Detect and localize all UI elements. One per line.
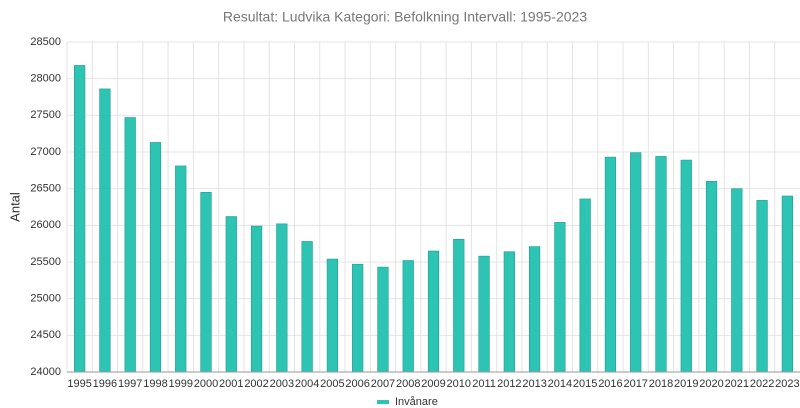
y-tick-label: 24000	[30, 366, 61, 378]
x-tick-label: 2001	[219, 378, 243, 390]
x-tick-label: 1995	[67, 378, 91, 390]
x-tick-label: 2007	[371, 378, 395, 390]
y-tick-label: 24500	[30, 329, 61, 341]
x-tick-label: 2021	[725, 378, 749, 390]
x-tick-label: 1998	[143, 378, 167, 390]
legend-label: Invånare	[395, 396, 438, 408]
bar	[731, 188, 743, 373]
y-axis-title: Antal	[7, 192, 22, 222]
x-tick-label: 2023	[775, 378, 799, 390]
x-tick-label: 2002	[244, 378, 268, 390]
x-tick-label: 1997	[118, 378, 142, 390]
bar	[781, 195, 793, 373]
bar	[377, 266, 389, 373]
bar	[680, 159, 692, 373]
bar	[655, 156, 667, 373]
bar	[225, 216, 237, 373]
bar	[478, 255, 490, 373]
x-tick-label: 2016	[598, 378, 622, 390]
x-tick-label: 2003	[270, 378, 294, 390]
y-tick-label: 28000	[30, 73, 61, 85]
y-tick-label: 27000	[30, 146, 61, 158]
bar	[503, 251, 515, 373]
x-tick-label: 2014	[548, 378, 572, 390]
x-tick-label: 2000	[194, 378, 218, 390]
bar	[756, 200, 768, 373]
x-tick-label: 2012	[497, 378, 521, 390]
bar	[301, 241, 313, 373]
x-tick-label: 1999	[168, 378, 192, 390]
x-tick-label: 2005	[320, 378, 344, 390]
bar	[528, 246, 541, 373]
x-tick-label: 1996	[93, 378, 117, 390]
bar	[124, 117, 136, 373]
x-tick-label: 2006	[345, 378, 369, 390]
bar	[630, 152, 642, 373]
x-tick-label: 2018	[649, 378, 673, 390]
bar	[326, 258, 339, 373]
x-tick-label: 2019	[674, 378, 698, 390]
bar	[250, 225, 263, 373]
y-tick-label: 25000	[30, 293, 61, 305]
bar	[149, 142, 162, 373]
x-tick-label: 2015	[573, 378, 597, 390]
bar	[453, 238, 465, 373]
bar	[705, 181, 718, 373]
x-tick-label: 2009	[421, 378, 445, 390]
bar	[99, 88, 111, 373]
bar	[402, 260, 414, 373]
bar	[200, 192, 212, 373]
y-tick-label: 26000	[30, 219, 61, 231]
bar	[554, 222, 566, 373]
bar	[604, 156, 617, 373]
x-tick-label: 2013	[522, 378, 546, 390]
y-tick-label: 26500	[30, 183, 61, 195]
x-tick-label: 2017	[623, 378, 647, 390]
x-tick-label: 2010	[447, 378, 471, 390]
bar	[74, 65, 86, 373]
bar	[427, 250, 440, 373]
y-tick-label: 27500	[30, 109, 61, 121]
x-tick-label: 2020	[699, 378, 723, 390]
y-tick-label: 28500	[30, 36, 61, 48]
x-tick-label: 2004	[295, 378, 319, 390]
x-tick-label: 2008	[396, 378, 420, 390]
bar	[352, 263, 364, 373]
bar	[579, 198, 591, 373]
bar	[175, 165, 187, 373]
x-tick-label: 2011	[472, 378, 496, 390]
y-tick-label: 25500	[30, 256, 61, 268]
x-tick-label: 2022	[750, 378, 774, 390]
chart-title: Resultat: Ludvika Kategori: Befolkning I…	[223, 9, 587, 25]
bar	[276, 223, 288, 373]
legend-swatch	[377, 400, 389, 404]
